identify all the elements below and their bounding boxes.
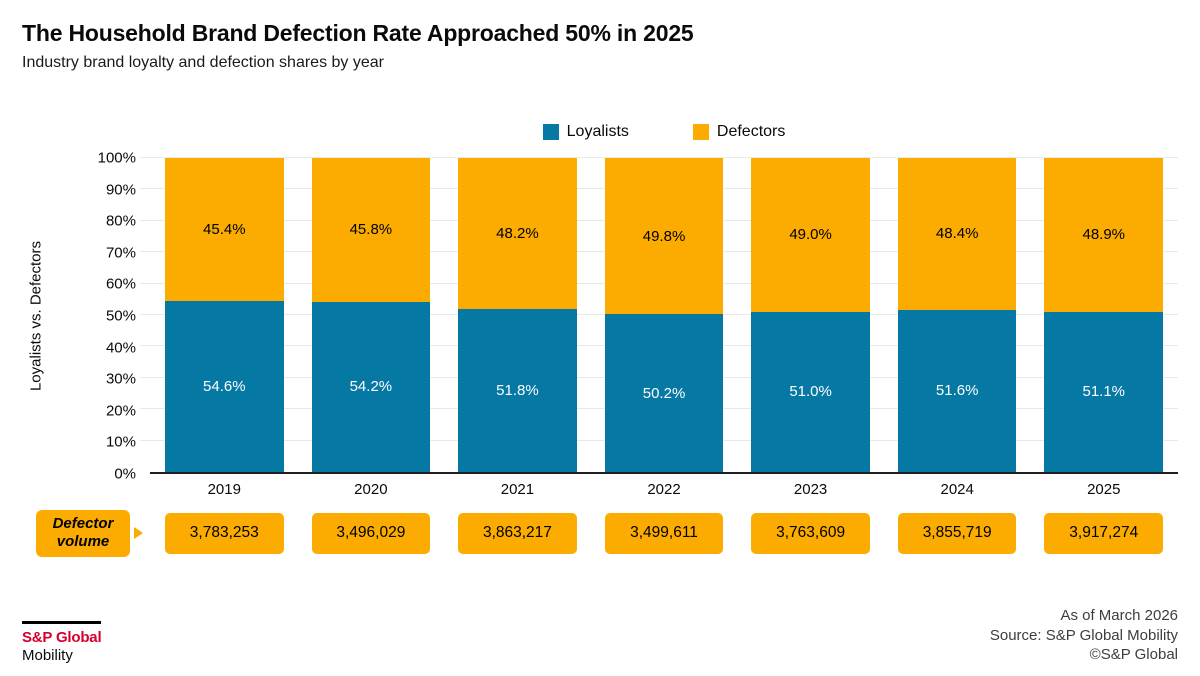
loyalists-swatch-icon	[542, 124, 559, 140]
legend: Loyalists Defectors	[150, 122, 1178, 142]
volume-box-2022: 3,499,611	[604, 512, 724, 554]
volume-box-2025: 3,917,274	[1044, 512, 1164, 554]
bar-2021-defectors-segment: 48.2%	[458, 158, 577, 310]
bar-2021: 48.2% 51.8%	[458, 158, 577, 472]
volume-box-2023: 3,763,609	[751, 512, 870, 554]
legend-row: Loyalists Defectors	[22, 122, 1178, 142]
y-tick-label: 80%	[105, 212, 136, 230]
defector-volume-row: Defector volume 3,783,253 3,496,029 3,863,…	[22, 510, 1178, 557]
y-tick-label: 20%	[105, 402, 136, 420]
y-tick-labels: 0% 10% 20% 30% 40% 50% 60% 70% 80% 90% 100%	[62, 151, 136, 482]
bar-2019-defectors-segment: 45.4%	[165, 158, 284, 301]
chart-subtitle: Industry brand loyalty and defection sha…	[22, 54, 384, 71]
y-axis: Loyalists vs. Defectors 0% 10% 20% 30% 40% 50…	[22, 151, 150, 482]
legend-label-defectors: Defectors	[716, 123, 786, 140]
volume-box-2019: 3,783,253	[165, 512, 284, 554]
bar-2022-loyalists-segment: 50.2%	[604, 314, 724, 472]
logo-rule	[22, 621, 102, 624]
defector-volume-values: 3,783,253 3,496,029 3,863,217 3,499,611 3,76…	[150, 510, 1178, 556]
bar-2024: 48.4% 51.6%	[897, 158, 1017, 472]
bar-2020: 45.8% 54.2%	[311, 158, 431, 472]
bar-2022-defectors-segment: 49.8%	[604, 158, 724, 315]
copyright: ©S&P Global	[1089, 645, 1178, 663]
logo-text-mobility: Mobility	[22, 647, 73, 664]
volume-box-2024: 3,855,719	[897, 512, 1017, 554]
defector-volume-header: Defector volume	[22, 510, 150, 557]
footer: S&P Global Mobility As of March 2026 Sou…	[22, 606, 1178, 664]
x-tick-label-2024: 2024	[940, 481, 974, 498]
y-tick-label: 50%	[105, 307, 136, 325]
bar-2019: 45.4% 54.6%	[165, 158, 284, 472]
bar-2019-loyalists-segment: 54.6%	[165, 300, 284, 472]
y-tick-label: 70%	[105, 244, 136, 262]
legend-item-defectors: Defectors	[692, 123, 786, 141]
bar-2025-loyalists-segment: 51.1%	[1044, 311, 1164, 472]
legend-label-loyalists: Loyalists	[566, 123, 629, 140]
x-axis: 2019 2020 2021 2022 2023 2024 2025	[22, 481, 1178, 498]
bar-2024-loyalists-segment: 51.6%	[897, 309, 1017, 472]
x-tick-label-2020: 2020	[354, 481, 388, 498]
y-tick-label: 0%	[114, 465, 136, 483]
bar-2025: 48.9% 51.1%	[1044, 158, 1164, 472]
arrow-right-icon	[134, 527, 143, 540]
defectors-swatch-icon	[692, 124, 709, 140]
bars-container: 45.4% 54.6% 45.8% 54.2% 48.2% 51.8% 49.8% 50.2%…	[150, 158, 1178, 472]
sp-global-mobility-logo: S&P Global Mobility	[22, 621, 102, 664]
y-tick-label: 30%	[105, 370, 136, 388]
chart-area: Loyalists vs. Defectors 0% 10% 20% 30% 40% 50…	[22, 151, 1178, 482]
volume-box-2020: 3,496,029	[311, 512, 431, 554]
y-axis-title: Loyalists vs. Defectors	[27, 240, 45, 392]
bar-2023: 49.0% 51.0%	[751, 158, 870, 472]
plot-area: 45.4% 54.6% 45.8% 54.2% 48.2% 51.8% 49.8% 50.2%…	[140, 157, 1178, 474]
y-tick-label: 90%	[105, 181, 136, 199]
gridline	[140, 157, 1178, 158]
volume-box-2021: 3,863,217	[458, 512, 577, 554]
source-credit: Source: S&P Global Mobility	[989, 626, 1178, 644]
bar-2022: 49.8% 50.2%	[604, 158, 724, 472]
x-tick-labels: 2019 2020 2021 2022 2023 2024 2025	[150, 481, 1178, 498]
bar-2020-defectors-segment: 45.8%	[311, 158, 431, 302]
legend-item-loyalists: Loyalists	[542, 123, 629, 141]
as-of-date: As of March 2026	[1060, 607, 1178, 625]
defector-volume-label: Defector volume	[36, 510, 130, 557]
bar-2020-loyalists-segment: 54.2%	[311, 301, 431, 472]
x-tick-label-2019: 2019	[207, 481, 241, 498]
bar-2021-loyalists-segment: 51.8%	[458, 309, 577, 472]
y-tick-label: 40%	[105, 339, 136, 357]
logo-text-sp-global: S&P Global	[22, 629, 102, 646]
y-tick-label: 60%	[105, 275, 136, 293]
y-tick-label: 100%	[97, 149, 136, 167]
x-tick-label-2023: 2023	[793, 481, 828, 498]
x-tick-label-2022: 2022	[647, 481, 681, 498]
bar-2025-defectors-segment: 48.9%	[1044, 158, 1164, 312]
bar-2023-defectors-segment: 49.0%	[751, 158, 870, 312]
chart-title: The Household Brand Defection Rate Appro…	[22, 20, 694, 46]
x-axis-gutter-spacer	[22, 481, 150, 498]
source-block: As of March 2026 Source: S&P Global Mobi…	[990, 606, 1178, 664]
bar-2024-defectors-segment: 48.4%	[897, 158, 1017, 310]
y-tick-label: 10%	[105, 433, 136, 451]
bar-2023-loyalists-segment: 51.0%	[751, 311, 870, 472]
x-tick-label-2025: 2025	[1087, 481, 1121, 498]
x-tick-label-2021: 2021	[500, 481, 535, 498]
